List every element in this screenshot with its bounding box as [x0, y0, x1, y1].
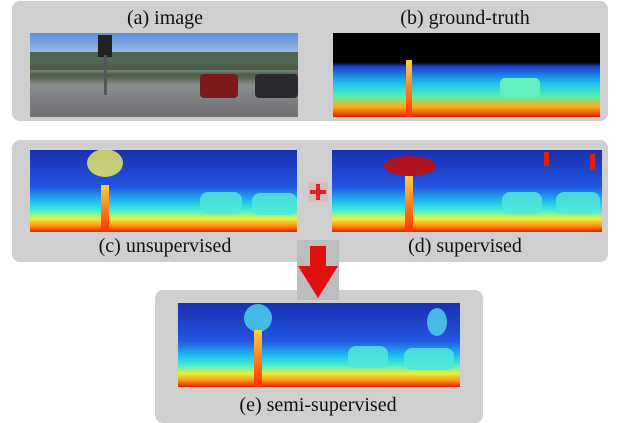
image-a [30, 33, 298, 117]
panel-label: (a) image [127, 7, 203, 29]
image-c [30, 149, 297, 232]
down-arrow [297, 240, 339, 300]
panel-label: (b) ground-truth [400, 7, 529, 29]
plus-sign [308, 182, 328, 202]
image-e [178, 303, 460, 387]
panel-label: (d) supervised [408, 235, 522, 257]
panel-label: (e) semi-supervised [239, 394, 396, 416]
panel-label: (c) unsupervised [99, 235, 232, 257]
image-b [333, 33, 600, 117]
image-d [332, 150, 602, 232]
figure: (a) image (b) ground-truth (c) unsupervi… [0, 0, 620, 423]
